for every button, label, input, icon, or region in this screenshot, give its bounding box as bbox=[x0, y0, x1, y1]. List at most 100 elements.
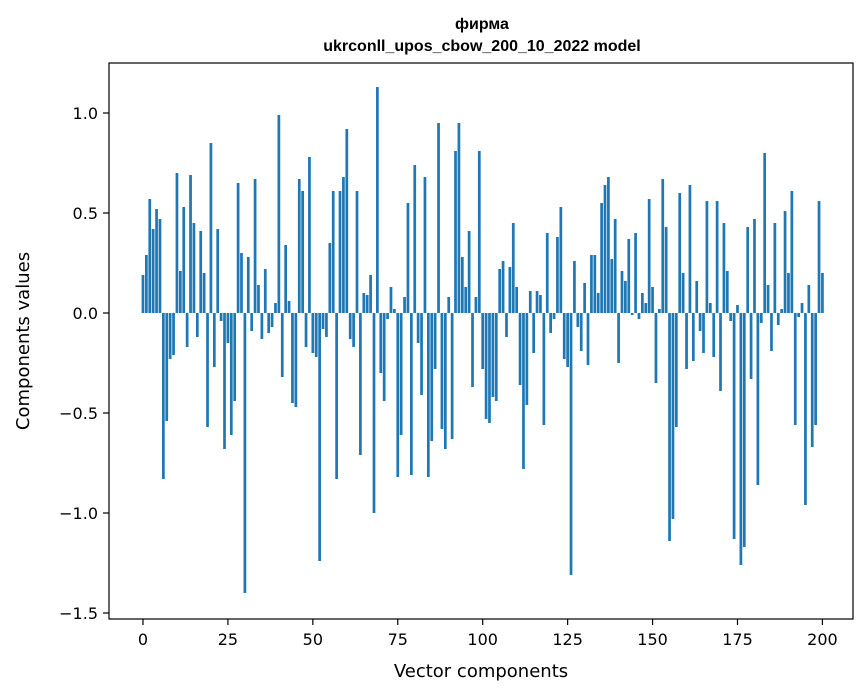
bar-18 bbox=[202, 273, 206, 313]
bar-156 bbox=[671, 313, 675, 519]
bar-109 bbox=[511, 223, 515, 313]
bar-68 bbox=[372, 313, 376, 513]
bar-137 bbox=[607, 177, 610, 313]
bar-165 bbox=[702, 313, 705, 353]
bar-57 bbox=[335, 313, 338, 479]
bar-56 bbox=[331, 191, 335, 313]
bar-44 bbox=[291, 313, 294, 403]
bar-136 bbox=[603, 185, 607, 313]
x-tick-label-175: 175 bbox=[722, 630, 753, 649]
bar-193 bbox=[797, 313, 800, 317]
bar-183 bbox=[763, 153, 767, 313]
bar-139 bbox=[613, 219, 617, 313]
bar-146 bbox=[637, 313, 641, 319]
bar-187 bbox=[776, 313, 780, 325]
bar-40 bbox=[277, 115, 281, 313]
bar-194 bbox=[800, 303, 804, 313]
bar-120 bbox=[549, 313, 552, 333]
bar-23 bbox=[219, 313, 223, 321]
bar-48 bbox=[304, 313, 308, 347]
bar-108 bbox=[508, 267, 512, 313]
bar-20 bbox=[209, 143, 213, 313]
bar-69 bbox=[376, 87, 379, 313]
bar-197 bbox=[810, 313, 814, 447]
bar-79 bbox=[410, 313, 413, 475]
bar-192 bbox=[793, 313, 797, 425]
bar-138 bbox=[610, 259, 614, 313]
bar-112 bbox=[522, 313, 525, 469]
bar-37 bbox=[267, 313, 271, 333]
bar-170 bbox=[719, 313, 722, 391]
bar-98 bbox=[474, 297, 478, 313]
bar-166 bbox=[705, 201, 709, 313]
bar-73 bbox=[389, 287, 393, 313]
bar-168 bbox=[712, 313, 716, 357]
bar-59 bbox=[342, 177, 345, 313]
y-tick-label-5: 1.0 bbox=[73, 104, 98, 123]
bar-179 bbox=[749, 313, 753, 379]
bar-152 bbox=[658, 309, 661, 313]
bar-31 bbox=[246, 257, 250, 313]
bar-60 bbox=[345, 129, 349, 313]
bar-157 bbox=[674, 313, 678, 427]
bar-36 bbox=[263, 269, 267, 313]
bar-89 bbox=[443, 313, 447, 449]
bar-86 bbox=[433, 313, 437, 369]
bar-35 bbox=[260, 313, 264, 339]
bar-107 bbox=[505, 313, 508, 337]
bar-70 bbox=[379, 313, 383, 373]
x-axis-ticks: 0 25 50 75 100 125 150 175 200 bbox=[138, 619, 838, 649]
bar-132 bbox=[590, 255, 593, 313]
bar-196 bbox=[807, 285, 811, 313]
bar-74 bbox=[393, 309, 396, 313]
bar-191 bbox=[790, 191, 794, 313]
bar-140 bbox=[617, 313, 620, 363]
bar-135 bbox=[600, 203, 603, 313]
bar-41 bbox=[280, 313, 284, 377]
bar-121 bbox=[552, 313, 556, 319]
bar-173 bbox=[729, 313, 733, 321]
bar-66 bbox=[365, 295, 369, 313]
bar-28 bbox=[236, 183, 240, 313]
bar-151 bbox=[654, 313, 658, 383]
bar-62 bbox=[352, 313, 355, 347]
bar-174 bbox=[732, 313, 736, 539]
bar-14 bbox=[189, 175, 192, 313]
y-tick-label-1: −1.0 bbox=[59, 504, 98, 523]
bar-82 bbox=[420, 313, 423, 395]
bar-199 bbox=[817, 201, 821, 313]
bar-67 bbox=[369, 275, 372, 313]
bar-122 bbox=[556, 237, 559, 313]
bar-104 bbox=[494, 313, 498, 401]
bar-27 bbox=[233, 313, 237, 401]
bar-181 bbox=[756, 313, 760, 485]
bar-103 bbox=[491, 313, 495, 397]
bar-158 bbox=[678, 193, 682, 313]
bar-46 bbox=[297, 179, 301, 313]
bar-97 bbox=[471, 313, 474, 387]
bar-163 bbox=[695, 281, 699, 313]
bar-5 bbox=[158, 219, 162, 313]
bar-49 bbox=[308, 157, 311, 313]
bar-30 bbox=[243, 313, 247, 593]
bar-26 bbox=[229, 313, 233, 435]
bar-175 bbox=[736, 305, 739, 313]
chart-title-line-1: фирма bbox=[455, 16, 509, 33]
bar-61 bbox=[348, 313, 352, 339]
bar-128 bbox=[576, 313, 580, 327]
bar-100 bbox=[481, 313, 485, 369]
bar-117 bbox=[539, 295, 542, 313]
bar-148 bbox=[644, 303, 648, 313]
bar-2 bbox=[148, 199, 152, 313]
bar-9 bbox=[172, 313, 175, 355]
bar-11 bbox=[178, 271, 182, 313]
bar-75 bbox=[396, 313, 400, 477]
bar-33 bbox=[253, 179, 257, 313]
bar-130 bbox=[583, 283, 586, 313]
bar-110 bbox=[515, 287, 519, 313]
bar-92 bbox=[454, 151, 457, 313]
bar-141 bbox=[620, 271, 624, 313]
bar-58 bbox=[338, 191, 342, 313]
bar-123 bbox=[559, 207, 563, 313]
bar-45 bbox=[294, 313, 298, 407]
